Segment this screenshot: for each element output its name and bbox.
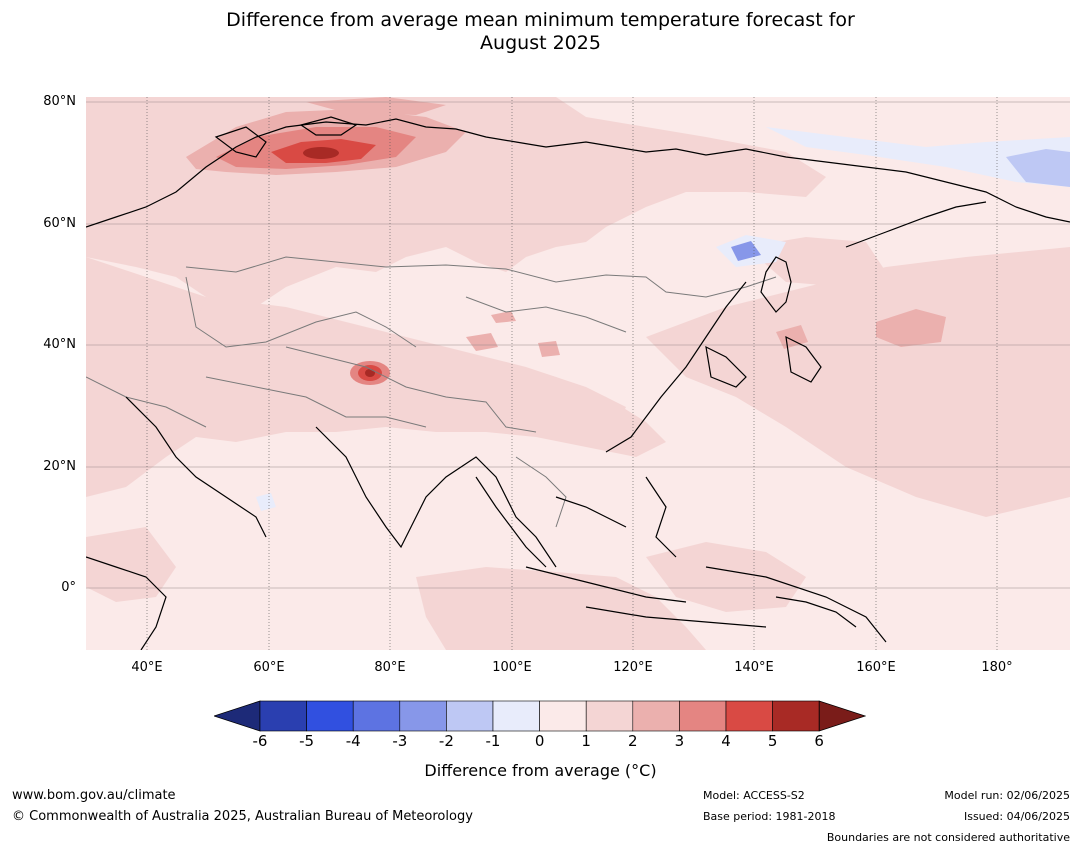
lon-label-180: 180° [981, 660, 1013, 675]
lat-label-20n: 20°N [43, 459, 76, 474]
title-line-1: Difference from average mean minimum tem… [226, 9, 855, 31]
lon-label-140e: 140°E [734, 660, 774, 675]
colorbar [214, 700, 866, 732]
chart-title: Difference from average mean minimum tem… [0, 9, 1081, 55]
lon-label-80e: 80°E [374, 660, 406, 675]
colorbar-segment [725, 700, 773, 732]
colorbar-title: Difference from average (°C) [424, 761, 657, 780]
colorbar-tick-label: -2 [438, 732, 454, 750]
negative-anomaly-regions [256, 127, 1070, 511]
colorbar-tick-label: 4 [721, 732, 731, 750]
map-svg [86, 97, 1070, 650]
colorbar-segment [679, 700, 727, 732]
colorbar-segment [492, 700, 540, 732]
colorbar-tick-label: 3 [674, 732, 685, 750]
colorbar-tick-label: 2 [628, 732, 638, 750]
colorbar-extend-high [818, 700, 866, 732]
lat-label-0: 0° [61, 580, 76, 595]
colorbar-tick-label: 5 [767, 732, 778, 750]
coastlines [86, 116, 1070, 650]
colorbar-tick-label: -1 [485, 732, 501, 750]
colorbar-segment [446, 700, 494, 732]
colorbar-segment [352, 700, 401, 732]
title-line-2: August 2025 [480, 32, 601, 54]
colorbar-tick-label: -4 [345, 732, 361, 750]
colorbar-segment [539, 700, 587, 732]
lat-label-40n: 40°N [43, 337, 76, 352]
colorbar-tick-label: 0 [534, 732, 545, 750]
colorbar-segment [632, 700, 680, 732]
colorbar-tick-label: 1 [581, 732, 591, 750]
lon-label-40e: 40°E [131, 660, 163, 675]
footer-model-run: Model run: 02/06/2025 [944, 789, 1070, 802]
colorbar-segment [306, 700, 354, 732]
colorbar-segment [772, 700, 820, 732]
lon-label-100e: 100°E [492, 660, 532, 675]
footer-base-period: Base period: 1981-2018 [703, 810, 836, 823]
country-boundaries [86, 256, 777, 528]
lon-label-120e: 120°E [613, 660, 653, 675]
footer-url: www.bom.gov.au/climate [12, 788, 176, 803]
lat-label-60n: 60°N [43, 216, 76, 231]
footer-copyright: © Commonwealth of Australia 2025, Austra… [12, 809, 473, 824]
footer-model: Model: ACCESS-S2 [703, 789, 805, 802]
colorbar-tick-label: -6 [252, 732, 268, 750]
colorbar-tick-label: 6 [814, 732, 824, 750]
colorbar-segment [585, 700, 634, 732]
lon-label-160e: 160°E [856, 660, 896, 675]
anomaly-5-6-regions [303, 147, 375, 377]
lat-label-80n: 80°N [43, 94, 76, 109]
colorbar-tick-label: -5 [299, 732, 315, 750]
footer-boundaries-note: Boundaries are not considered authoritat… [826, 831, 1070, 844]
colorbar-segment [399, 700, 447, 732]
colorbar-segment [259, 700, 307, 732]
colorbar-tick-label: -3 [392, 732, 408, 750]
footer-issued: Issued: 04/06/2025 [963, 810, 1070, 823]
lon-label-60e: 60°E [253, 660, 285, 675]
colorbar-extend-low [214, 700, 261, 732]
longitude-gridlines [146, 97, 998, 650]
anomaly-map [86, 97, 1070, 650]
